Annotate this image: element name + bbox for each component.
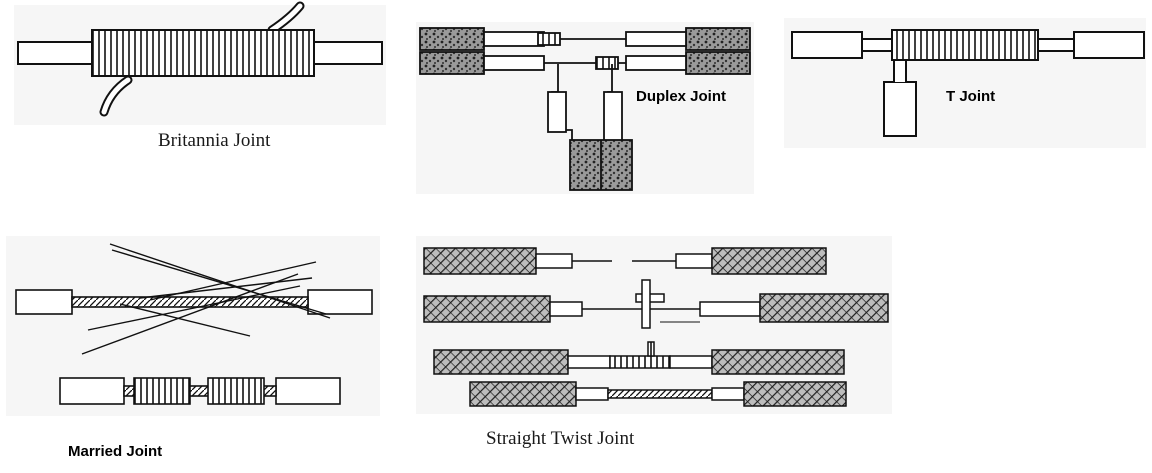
britannia-binding-coil <box>91 29 315 77</box>
t-joint-drawing <box>791 29 1145 137</box>
britannia-joint-drawing <box>17 1 383 117</box>
t-joint-coil <box>891 29 1039 61</box>
straight-twist-joint-caption: Straight Twist Joint <box>486 428 635 449</box>
duplex-joint-drawing <box>419 27 751 191</box>
britannia-joint-caption: Britannia Joint <box>158 130 271 151</box>
married-joint-drawing <box>15 243 373 405</box>
duplex-joint-caption: Duplex Joint <box>636 88 727 105</box>
t-joint-caption: T Joint <box>946 88 996 105</box>
straight-twist-joint-drawing <box>423 247 889 407</box>
married-joint-caption: Married Joint <box>68 443 163 460</box>
